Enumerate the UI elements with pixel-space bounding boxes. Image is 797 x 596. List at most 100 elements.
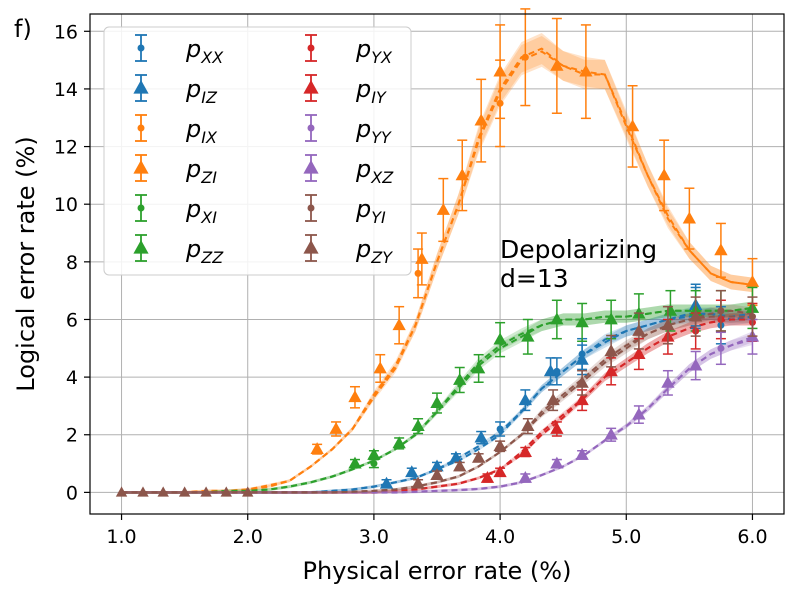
y-tick-label: 6	[66, 309, 78, 331]
y-axis-title: Logical error rate (%)	[12, 136, 40, 391]
marker-zz	[575, 315, 589, 328]
marker-zy	[430, 468, 444, 480]
y-tick-label: 10	[54, 194, 78, 216]
data-markers	[115, 8, 760, 497]
marker-xz	[550, 456, 564, 469]
marker-zi	[657, 168, 671, 181]
y-tick-label: 12	[54, 137, 78, 159]
marker-xi	[370, 460, 378, 468]
marker-xz	[689, 358, 703, 371]
marker-iz	[474, 430, 488, 443]
marker-iy	[604, 364, 618, 377]
marker-zi	[625, 119, 640, 132]
marker-yi	[717, 307, 725, 315]
marker-zero	[200, 486, 212, 497]
marker-zero	[157, 486, 169, 497]
marker-zz	[453, 372, 467, 385]
marker-zero	[137, 486, 149, 497]
marker-zi	[455, 168, 469, 181]
legend-label-sub: IX	[201, 128, 218, 147]
legend-entry-yi: pYI	[305, 194, 386, 227]
x-tick-label: 2.0	[233, 526, 263, 548]
y-tick-label: 8	[66, 252, 78, 274]
marker-zy	[546, 393, 560, 406]
legend-marker	[303, 240, 319, 254]
marker-zz	[493, 332, 507, 345]
marker-xz	[632, 407, 646, 420]
marker-zero	[242, 486, 254, 497]
marker-zz	[521, 329, 535, 342]
marker-xz	[661, 375, 675, 388]
legend-marker	[307, 124, 315, 132]
marker-zi	[415, 251, 429, 264]
marker-zz	[430, 396, 444, 408]
axis-ticks: 1.0 2.0 3.0 4.0 5.0 6.0 0 2 4 6 8 10 12 14 16	[54, 21, 768, 548]
x-tick-label: 3.0	[359, 526, 389, 548]
marker-iy	[493, 465, 507, 478]
x-tick-label: 4.0	[485, 526, 515, 548]
marker-iy	[575, 393, 589, 406]
marker-zz	[392, 436, 406, 449]
marker-iz	[518, 393, 532, 406]
marker-zi	[329, 421, 343, 434]
marker-iz	[449, 450, 463, 463]
marker-ix	[414, 269, 422, 277]
marker-xz	[518, 470, 532, 483]
legend-label-sub: ZZ	[200, 248, 224, 267]
marker-zz	[550, 312, 564, 325]
x-tick-label: 6.0	[737, 526, 767, 548]
marker-zero	[115, 486, 128, 497]
y-tick-label: 2	[66, 425, 78, 447]
marker-zi	[745, 275, 760, 287]
marker-iz	[379, 476, 394, 489]
marker-zy	[521, 419, 535, 432]
band-zi	[121, 33, 753, 494]
legend-marker	[303, 80, 319, 94]
marker-zi	[436, 202, 450, 215]
marker-iz	[543, 364, 558, 377]
marker-zy	[661, 318, 675, 331]
legend-box	[103, 26, 412, 276]
marker-xz	[604, 427, 618, 440]
legend-label-sub: IZ	[201, 88, 218, 107]
legend-marker	[133, 240, 149, 254]
marker-yi	[748, 313, 756, 321]
y-tick-label: 14	[54, 79, 78, 101]
marker-ix	[521, 53, 529, 61]
y-tick-label: 16	[54, 21, 78, 43]
marker-iy	[480, 470, 495, 483]
marker-zy	[632, 324, 646, 336]
band-zy	[121, 304, 753, 494]
x-tick-label: 1.0	[106, 526, 136, 548]
marker-zi	[550, 58, 564, 71]
legend-label-sub: XI	[200, 208, 217, 227]
legend-label-sub: XZ	[370, 168, 394, 187]
legend-marker	[303, 160, 319, 174]
marker-zz	[471, 361, 486, 374]
legend-entry-iy: pIY	[303, 74, 387, 107]
marker-zz	[411, 419, 425, 432]
confidence-bands	[121, 33, 753, 494]
x-axis-title: Physical error rate (%)	[303, 557, 572, 585]
marker-xz	[575, 447, 589, 460]
marker-yy	[717, 344, 725, 352]
legend-label-sub: YY	[371, 128, 392, 147]
marker-iy	[632, 347, 646, 359]
marker-zero	[220, 486, 232, 497]
legend-label-sub: YI	[371, 208, 386, 227]
band-ix	[121, 36, 753, 494]
marker-zz	[348, 456, 362, 469]
legend-marker	[137, 204, 145, 212]
plot-frame	[89, 13, 785, 515]
legend-marker	[137, 44, 145, 52]
marker-iz	[405, 465, 419, 478]
legend-label-sub: IY	[371, 88, 387, 107]
legend-label-sub: ZI	[200, 168, 217, 187]
marker-zz	[604, 312, 618, 325]
band-yx	[121, 313, 753, 494]
marker-zy	[411, 476, 425, 489]
legend-label-sub: YX	[371, 48, 393, 67]
marker-zero	[178, 486, 191, 497]
